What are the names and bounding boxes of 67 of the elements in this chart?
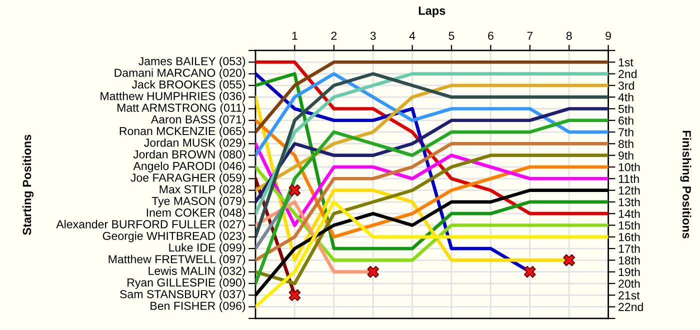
y-tick-label: 16th: [618, 232, 640, 242]
x-tick-label: 9: [606, 32, 611, 40]
text: Angelo PARODI (046): [133, 162, 246, 172]
x-tick-label: 5: [448, 32, 454, 40]
text: Matt ARMSTRONG (011): [118, 103, 246, 114]
point: [288, 289, 301, 302]
y-tick-label: 11th: [618, 174, 639, 183]
text: Lewis MALIN (032): [148, 266, 246, 278]
text: Matthew FRETWELL (097): [108, 254, 246, 266]
text: Luke IDE (099): [169, 243, 246, 254]
point: [367, 266, 380, 278]
line-series: [256, 154, 608, 286]
text: James BAILEY (053): [138, 56, 246, 68]
text: Max STILP (028): [160, 184, 246, 196]
y-tick-label: 13th: [618, 198, 640, 206]
y-tick-label: 8th: [618, 140, 634, 148]
point: [288, 184, 301, 196]
y-tick-label: 20th: [618, 279, 640, 288]
point: [524, 266, 536, 278]
y-axis-title: Finishing Positions: [680, 130, 692, 238]
x-tick-label: 3: [370, 32, 376, 40]
x-axis-title: Laps: [418, 6, 446, 18]
line-series: [256, 200, 608, 308]
y-tick-label: 2nd: [618, 70, 637, 78]
text: Jordan MUSK (029): [144, 138, 246, 150]
y-tick-label: 4th: [618, 92, 634, 102]
y-tick-label: 7th: [618, 128, 634, 136]
line-series: [256, 118, 608, 286]
text: Damani MARCANO (020): [114, 68, 246, 80]
text: Tye MASON (079): [152, 196, 246, 208]
y-tick-label: 21st: [618, 291, 640, 300]
point: [563, 254, 576, 266]
y-tick-label: 18th: [618, 256, 640, 264]
text: Jack BROOKES (055): [132, 80, 246, 91]
text: Ben FISHER (096): [150, 301, 246, 312]
line-series: [256, 72, 608, 158]
x-tick-label: 8: [566, 32, 572, 40]
text: Sam STANSBURY (037): [120, 290, 246, 301]
text: Starting Positions: [22, 134, 34, 235]
text: Ryan GILLESPIE (090): [128, 278, 246, 289]
line-series: [256, 142, 608, 262]
y-tick-label: 22nd: [618, 302, 643, 312]
line-series: [256, 107, 608, 204]
x-tick-label: 4: [409, 32, 416, 40]
text: Georgie WHITBREAD (023): [102, 232, 246, 242]
text: Matthew HUMPHRIES (036): [100, 92, 246, 102]
x-tick-label: 1: [292, 32, 298, 40]
y-tick-label: 12th: [618, 186, 640, 195]
y-tick-label: 1st: [618, 58, 634, 66]
x-tick-label: 2: [331, 32, 337, 40]
text: Alexander BURFORD FULLER (027): [56, 220, 246, 231]
text: Inem COKER (048): [146, 208, 246, 219]
text: Joe FARAGHER (059): [130, 173, 246, 184]
y-tick-label: 6th: [618, 116, 634, 125]
text: Jordan BROWN (080): [133, 150, 246, 161]
x-tick-label: 7: [527, 32, 533, 40]
y-tick-label: 14th: [618, 209, 640, 218]
y-tick-label: 19th: [618, 268, 640, 276]
y-tick-label: 5th: [618, 104, 634, 114]
y-tick-label: 17th: [618, 244, 640, 253]
text: Ronan MCKENZIE (065): [120, 126, 246, 138]
y-tick-label: 3rd: [618, 81, 634, 90]
text: Aaron BASS (071): [150, 115, 246, 126]
y-tick-label: 10th: [618, 162, 640, 172]
y-tick-label: 9th: [618, 151, 634, 160]
y-tick-label: 15th: [618, 221, 640, 230]
x-tick-label: 6: [488, 32, 494, 40]
